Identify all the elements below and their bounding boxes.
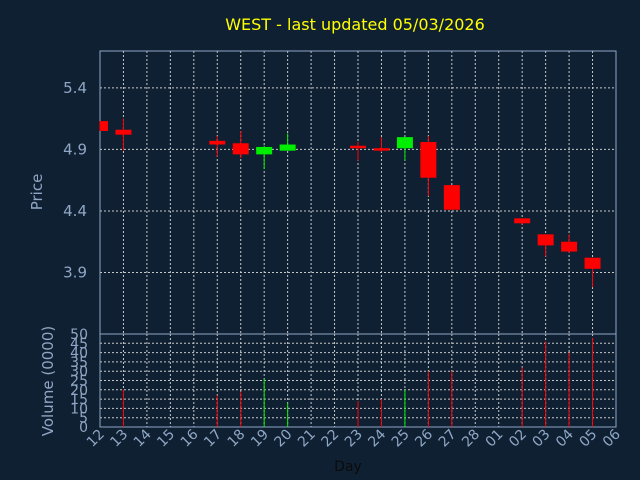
x-tick-label: 21	[295, 427, 319, 451]
x-tick-label: 15	[154, 427, 178, 451]
chart-title: WEST - last updated 05/03/2026	[225, 15, 485, 34]
x-tick-label: 04	[553, 426, 577, 450]
volume-tick-label: 20	[70, 383, 88, 399]
price-axis-label: Price	[28, 174, 46, 211]
x-tick-label: 22	[318, 427, 342, 451]
x-tick-label: 05	[576, 427, 600, 451]
x-tick-label: 18	[225, 427, 249, 451]
candle-body	[209, 140, 226, 145]
volume-tick-label: 10	[70, 401, 88, 417]
volume-tick-label: 25	[70, 374, 88, 390]
volume-tick-label: 50	[70, 327, 88, 343]
volume-axis-label: Volume (0000)	[39, 326, 57, 436]
candle-body	[100, 121, 108, 131]
x-tick-label: 17	[201, 427, 225, 451]
x-tick-label: 24	[365, 426, 389, 450]
candle-body	[115, 129, 132, 135]
x-tick-label: 14	[131, 426, 155, 450]
candle-body	[279, 144, 296, 151]
price-tick-label: 4.4	[63, 202, 87, 220]
candle-body	[584, 257, 601, 269]
x-tick-label: 01	[483, 427, 507, 451]
candle-body	[350, 145, 366, 149]
volume-tick-label: 5	[79, 411, 88, 427]
volume-tick-label: 40	[70, 346, 88, 362]
x-tick-label: 28	[459, 427, 483, 451]
x-tick-label: 03	[530, 427, 554, 451]
volume-tick-label: 45	[70, 336, 88, 352]
x-tick-label: 20	[272, 427, 296, 451]
volume-tick-label: 15	[70, 392, 88, 408]
volume-tick-label: 35	[70, 355, 88, 371]
x-tick-label: 27	[436, 427, 460, 451]
price-tick-label: 5.4	[63, 79, 87, 97]
candle-body	[256, 146, 273, 155]
x-tick-label: 06	[600, 426, 624, 450]
volume-tick-label: 30	[70, 364, 88, 380]
candle-body	[373, 148, 390, 151]
x-tick-label: 16	[178, 426, 202, 450]
candle-body	[537, 234, 554, 246]
candle-body	[561, 241, 578, 252]
candle-body	[232, 143, 249, 155]
candle-body	[396, 137, 413, 149]
candle-body	[514, 218, 531, 224]
price-tick-label: 3.9	[63, 263, 87, 281]
volume-tick-label: 0	[79, 420, 88, 436]
x-tick-label: 19	[248, 427, 272, 451]
candle-body	[420, 142, 437, 178]
x-tick-label: 25	[389, 427, 413, 451]
x-tick-label: 13	[107, 427, 131, 451]
x-tick-label: 23	[342, 427, 366, 451]
candle-body	[443, 185, 460, 210]
x-tick-label: 26	[412, 426, 436, 450]
x-axis-label: Day	[334, 459, 362, 475]
price-panel: 3.9 4.4 4.9 5.4	[63, 50, 617, 335]
x-tick-label: 02	[506, 427, 530, 451]
price-tick-label: 4.9	[63, 140, 87, 158]
